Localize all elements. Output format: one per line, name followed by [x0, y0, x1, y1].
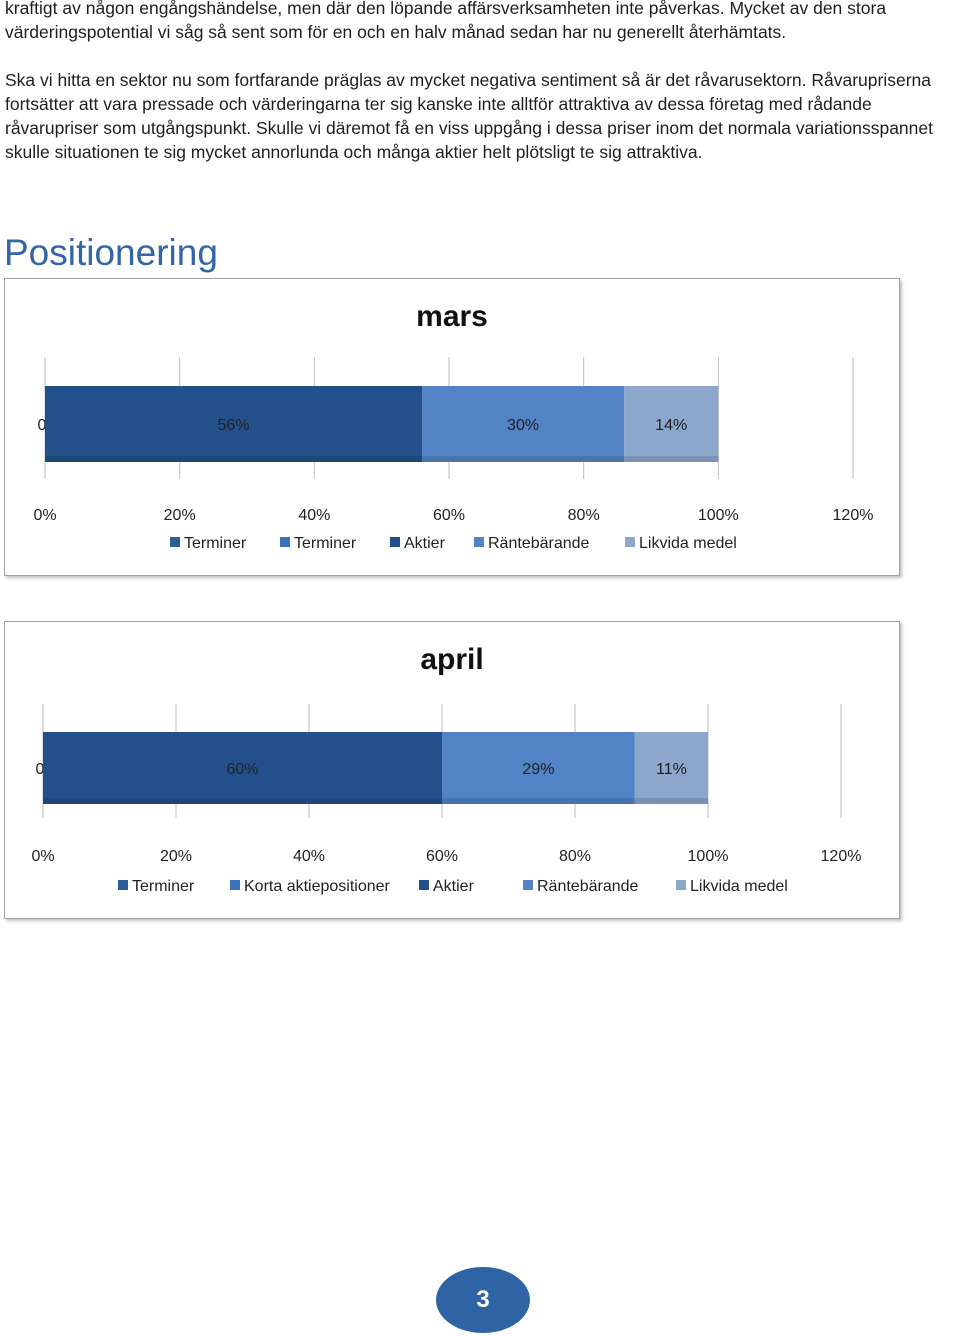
legend-swatch	[474, 537, 484, 547]
tick-label: 40%	[298, 507, 330, 524]
bar-segment-3	[422, 386, 625, 462]
legend-swatch	[170, 537, 180, 547]
bar-segment-2	[43, 732, 442, 804]
data-label: 14%	[655, 417, 687, 434]
legend-label: Räntebärande	[537, 878, 639, 895]
legend-label: Aktier	[404, 535, 446, 552]
legend-label: Terminer	[132, 878, 195, 895]
page-number: 3	[476, 1286, 490, 1313]
legend-swatch	[523, 880, 533, 890]
bar-segment-3	[442, 732, 635, 804]
legend-label: Räntebärande	[488, 535, 590, 552]
body-paragraph-1: kraftigt av någon engångshändelse, men d…	[5, 0, 887, 42]
legend-label: Likvida medel	[639, 535, 737, 552]
legend-label: Korta aktiepositioner	[244, 878, 391, 895]
legend-swatch	[230, 880, 240, 890]
data-label: 30%	[507, 417, 539, 434]
tick-label: 120%	[821, 848, 862, 865]
tick-label: 60%	[426, 848, 458, 865]
chart-title: april	[420, 643, 483, 676]
bar-segment-2	[45, 386, 423, 462]
tick-label: 80%	[568, 507, 600, 524]
chart-mars-svg: mars0%56%30%14%0%20%40%60%80%100%120%Ter…	[33, 300, 874, 552]
data-label: 29%	[522, 761, 554, 778]
legend-label: Likvida medel	[690, 878, 788, 895]
bar-segment-shade	[624, 456, 719, 462]
tick-label: 20%	[160, 848, 192, 865]
tick-label: 120%	[833, 507, 874, 524]
legend-swatch	[118, 880, 128, 890]
bar-segment-shade	[442, 798, 635, 804]
legend-swatch	[676, 880, 686, 890]
body-paragraph-2: Ska vi hitta en sektor nu som fortfarand…	[5, 70, 933, 162]
bar-segment-shade	[45, 456, 423, 462]
page-number-badge	[436, 1267, 530, 1333]
legend-label: Aktier	[433, 878, 475, 895]
tick-label: 100%	[698, 507, 739, 524]
tick-label: 0%	[31, 848, 54, 865]
chart-april-svg: april0%60%29%11%0%20%40%60%80%100%120%Te…	[31, 643, 862, 895]
data-label: 60%	[226, 761, 258, 778]
legend-label: Terminer	[184, 535, 247, 552]
tick-label: 20%	[164, 507, 196, 524]
bar-segment-shade	[422, 456, 625, 462]
legend-label: Terminer	[294, 535, 357, 552]
legend-swatch	[390, 537, 400, 547]
tick-label: 100%	[688, 848, 729, 865]
bar-segment-shade	[634, 798, 708, 804]
tick-label: 80%	[559, 848, 591, 865]
bar-segment-4	[624, 386, 719, 462]
data-label: 56%	[218, 417, 250, 434]
chart-title: mars	[416, 300, 488, 333]
tick-label: 0%	[33, 507, 56, 524]
bar-segment-4	[634, 732, 708, 804]
legend-swatch	[280, 537, 290, 547]
bar-segment-shade	[43, 798, 442, 804]
tick-label: 40%	[293, 848, 325, 865]
tick-label: 60%	[433, 507, 465, 524]
chart-april: april0%60%29%11%0%20%40%60%80%100%120%Te…	[4, 621, 900, 919]
legend-swatch	[419, 880, 429, 890]
section-heading: Positionering	[4, 232, 218, 273]
legend-swatch	[625, 537, 635, 547]
data-label: 11%	[656, 761, 687, 778]
chart-mars: mars0%56%30%14%0%20%40%60%80%100%120%Ter…	[4, 278, 900, 576]
